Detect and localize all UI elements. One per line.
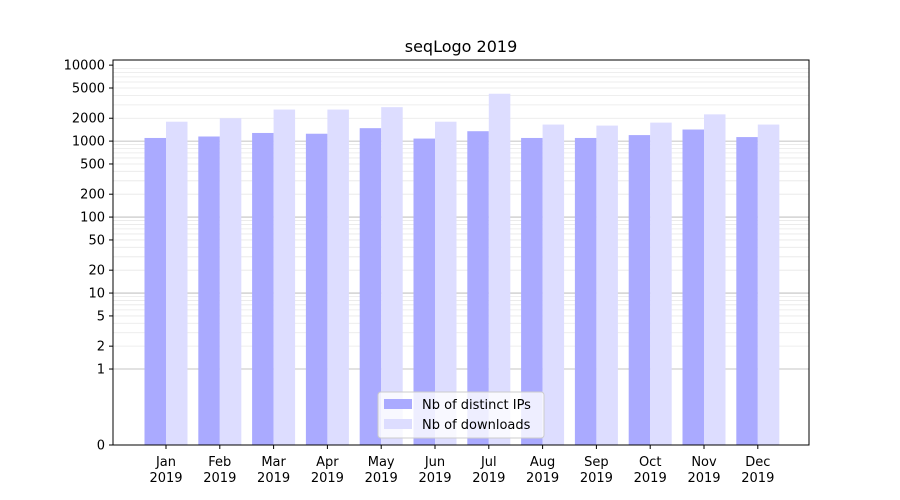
x-tick-label-year: 2019 [472, 471, 505, 486]
x-tick-label-year: 2019 [418, 471, 451, 486]
bar-downloads [704, 114, 726, 446]
legend-swatch [384, 419, 412, 429]
x-tick-label-month: Jul [480, 455, 497, 470]
bar-downloads [596, 125, 618, 446]
y-tick-label: 1000 [72, 135, 105, 150]
x-tick-label-year: 2019 [741, 471, 774, 486]
x-tick-label-month: Sep [584, 455, 609, 470]
bar-downloads [327, 109, 349, 445]
x-tick-label-month: Dec [745, 455, 770, 470]
x-tick-label-year: 2019 [365, 471, 398, 486]
y-tick-label: 50 [88, 233, 105, 248]
y-tick-label: 10000 [64, 59, 105, 74]
y-tick-label: 500 [80, 157, 105, 172]
legend-label: Nb of distinct IPs [422, 398, 531, 413]
x-tick-label-year: 2019 [257, 471, 290, 486]
x-tick-label-month: Jun [424, 455, 445, 470]
bar-downloads [542, 124, 565, 446]
bar-ips [413, 138, 435, 445]
bar-ips [467, 131, 489, 445]
x-tick-label-month: Nov [691, 455, 717, 470]
bar-downloads [757, 124, 780, 446]
y-tick-label: 2000 [72, 112, 105, 127]
y-tick-label: 2 [97, 340, 105, 355]
bar-downloads [219, 118, 242, 445]
x-tick-label-year: 2019 [580, 471, 613, 486]
bar-downloads [650, 122, 672, 446]
y-tick-label: 200 [80, 188, 105, 203]
bar-downloads [166, 121, 188, 446]
bar-ips [574, 137, 597, 446]
x-axis: Jan2019Feb2019Mar2019Apr2019May2019Jun20… [149, 445, 774, 486]
bar-ips [305, 133, 328, 446]
legend: Nb of distinct IPs Nb of downloads [377, 391, 545, 439]
x-tick-label-month: May [368, 455, 395, 470]
bars [144, 93, 780, 446]
bar-ips [252, 132, 274, 446]
chart-title: seqLogo 2019 [405, 37, 518, 56]
y-tick-label: 1 [97, 363, 105, 378]
bar-ips [736, 137, 758, 445]
y-tick-label: 0 [97, 439, 105, 454]
plot-frame [112, 59, 810, 446]
x-tick-label-year: 2019 [634, 471, 667, 486]
bar-downloads [435, 121, 457, 446]
bar-ips [628, 135, 651, 446]
x-tick-label-year: 2019 [687, 471, 720, 486]
bar-downloads [381, 107, 403, 446]
x-tick-label-month: Apr [316, 455, 339, 470]
x-tick-label-month: Jan [155, 455, 176, 470]
legend-label: Nb of downloads [422, 418, 531, 433]
y-axis: 0 1 2 5 10 20 50 100 200 500 1000 2000 5000 10000 [64, 59, 113, 454]
x-tick-label-year: 2019 [149, 471, 182, 486]
bar-downloads [273, 109, 296, 445]
x-tick-label-month: Aug [530, 455, 555, 470]
bar-ips [682, 129, 704, 446]
x-tick-label-month: Oct [639, 455, 661, 470]
legend-box [377, 391, 545, 439]
bar-ips [144, 137, 166, 446]
bar-downloads [488, 93, 511, 446]
x-tick-label-year: 2019 [203, 471, 236, 486]
x-tick-label-year: 2019 [526, 471, 559, 486]
legend-swatch [384, 399, 412, 409]
y-tick-label: 10 [88, 287, 105, 302]
x-tick-label-month: Feb [208, 455, 231, 470]
y-tick-label: 5000 [72, 81, 105, 96]
x-tick-label-month: Mar [261, 455, 286, 470]
x-tick-label-year: 2019 [311, 471, 344, 486]
y-tick-label: 20 [88, 264, 105, 279]
bar-ips [359, 128, 382, 445]
y-tick-label: 5 [97, 309, 105, 324]
y-tick-label: 100 [80, 211, 105, 226]
bar-ips [198, 136, 220, 445]
bar-ips [521, 137, 543, 446]
